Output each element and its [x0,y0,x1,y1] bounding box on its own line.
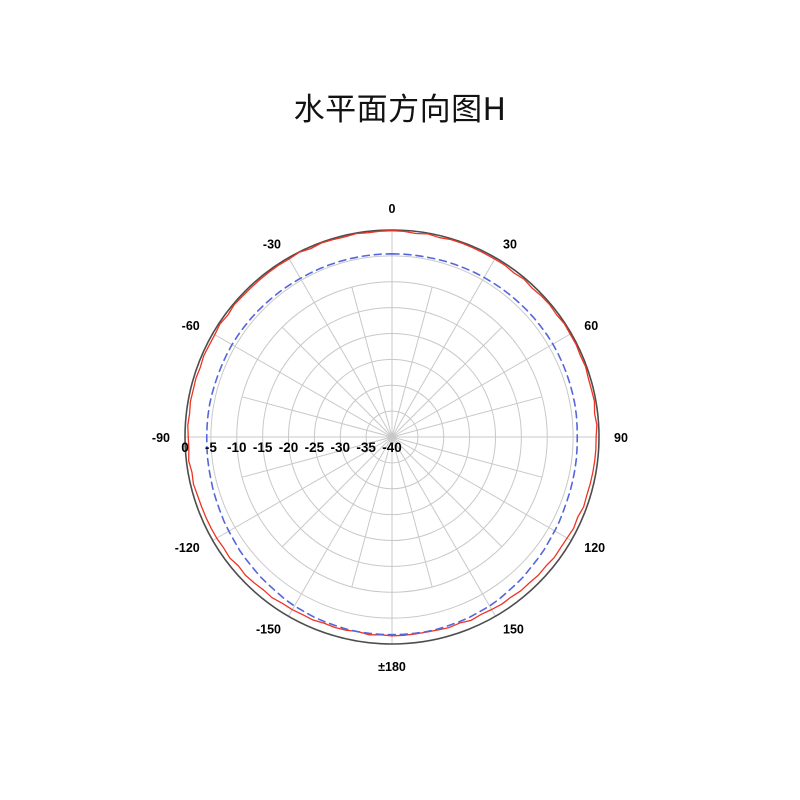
page-title: 水平面方向图H [293,92,507,128]
grid-spoke-minor [241,436,393,478]
grid-spoke-minor [351,436,393,588]
radial-tick-label: -10 [227,440,247,455]
radial-tick-label: -25 [305,440,325,455]
angle-tick-label: -60 [182,319,200,333]
angle-tick-label: 30 [503,238,517,252]
grid-spoke-minor [391,286,433,438]
angle-tick-label: ±180 [378,660,406,674]
grid-spoke-minor [391,326,503,438]
grid-spoke-minor [391,436,503,548]
grid-spoke-minor [241,396,393,438]
grid-spoke-minor [281,326,393,438]
radial-tick-label: -30 [330,440,350,455]
angle-tick-label: -90 [152,431,170,445]
grid-spoke-minor [391,436,433,588]
angle-tick-label: 120 [584,541,605,555]
radial-tick-label: -5 [205,440,217,455]
pattern-series-group [187,230,598,637]
radial-tick-labels: 0 -5 -10 -15 -20 -25 -30 -35 -40 [181,440,402,455]
series-outer-boundary-circle [184,229,600,645]
grid-spoke-major [212,436,393,541]
outer-boundary-circle [184,229,600,645]
series-reference-pattern [205,253,579,636]
radial-tick-label: -20 [279,440,299,455]
angle-tick-label: -120 [175,541,200,555]
series-measured-pattern [187,230,598,637]
grid-spoke-major [288,436,393,617]
grid-spoke-minor [351,286,393,438]
grid-spoke-major [288,257,393,438]
grid-spoke-major [391,436,496,617]
grid-spoke-major [391,333,572,438]
grid-spoke-major [391,257,496,438]
grid-spoke-minor [281,436,393,548]
radial-tick-label: 0 [181,440,189,455]
grid-spoke-minor [391,436,543,478]
grid-spoke-minor [391,396,543,438]
grid-spokes [185,230,599,644]
radial-tick-label: -35 [356,440,376,455]
angle-tick-label: 0 [389,202,396,216]
angle-tick-label: 150 [503,622,524,636]
radial-tick-label: -40 [382,440,402,455]
angle-tick-label: -150 [256,622,281,636]
grid-spoke-major [391,436,572,541]
radial-tick-label: -15 [253,440,273,455]
angle-tick-label: -30 [263,238,281,252]
angle-tick-label: 60 [584,319,598,333]
grid-spoke-major [212,333,393,438]
angle-tick-label: 90 [614,431,628,445]
